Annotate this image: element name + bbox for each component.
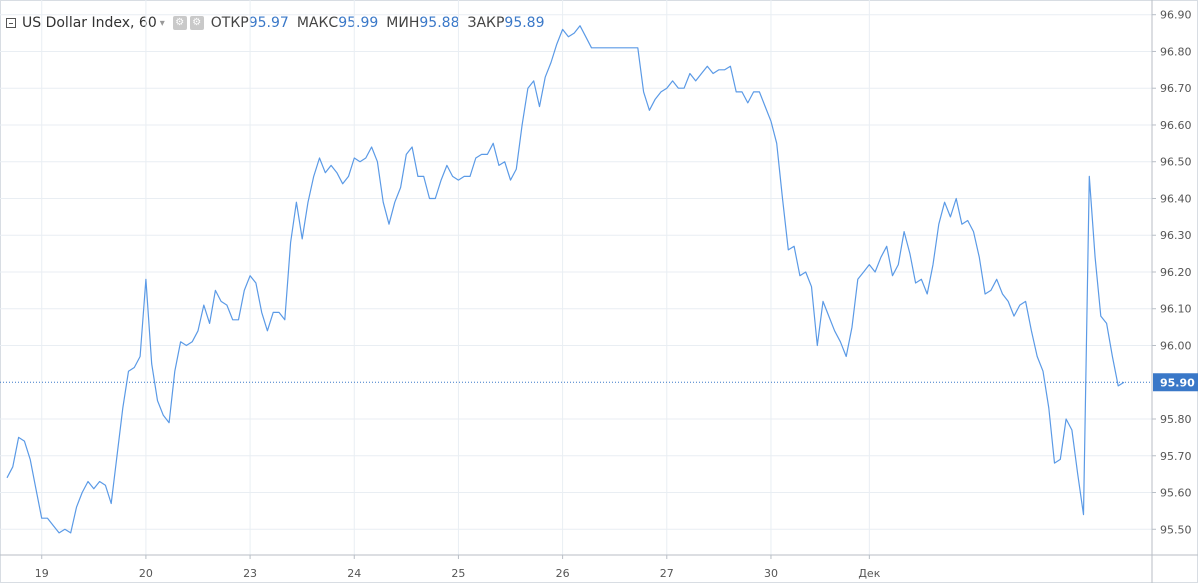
- y-tick-label: 96.60: [1160, 119, 1192, 132]
- low-value: 95.88: [419, 15, 460, 31]
- chart-legend: US Dollar Index, 60 ▾ ⚙ ⚙ ОТКР 95.97 МАК…: [6, 12, 549, 34]
- x-tick-label: 26: [556, 567, 570, 580]
- y-tick-label: 95.70: [1160, 450, 1192, 463]
- open-label: ОТКР: [210, 15, 249, 31]
- x-tick-label: Дек: [858, 567, 880, 580]
- y-tick-label: 96.30: [1160, 229, 1192, 242]
- x-tick-label: 19: [35, 567, 49, 580]
- y-tick-label: 96.90: [1160, 9, 1192, 22]
- open-value: 95.97: [248, 15, 289, 31]
- y-tick-label: 95.60: [1160, 487, 1192, 500]
- x-tick-label: 20: [139, 567, 153, 580]
- close-label: ЗАКР: [467, 15, 505, 31]
- x-tick-label: 30: [764, 567, 778, 580]
- x-tick-label: 25: [451, 567, 465, 580]
- y-tick-label: 96.50: [1160, 156, 1192, 169]
- y-tick-label: 96.20: [1160, 266, 1192, 279]
- y-tick-label: 96.80: [1160, 45, 1192, 58]
- high-value: 95.99: [338, 15, 379, 31]
- y-tick-label: 96.70: [1160, 82, 1192, 95]
- y-tick-label: 96.00: [1160, 339, 1192, 352]
- settings-icon-2[interactable]: ⚙: [189, 16, 204, 30]
- symbol-title[interactable]: US Dollar Index, 60: [22, 15, 157, 31]
- close-value: 95.89: [504, 15, 545, 31]
- last-price-tag: [1153, 373, 1198, 392]
- y-tick-label: 95.80: [1160, 413, 1192, 426]
- y-tick-label: 95.50: [1160, 523, 1192, 536]
- last-price-label: 95.90: [1160, 376, 1195, 389]
- settings-icon[interactable]: ⚙: [172, 16, 187, 30]
- collapse-icon[interactable]: [6, 18, 16, 28]
- y-tick-label: 96.10: [1160, 303, 1192, 316]
- x-tick-label: 27: [660, 567, 674, 580]
- high-label: МАКС: [296, 15, 339, 31]
- chevron-down-icon[interactable]: ▾: [159, 17, 165, 29]
- y-tick-label: 96.40: [1160, 192, 1192, 205]
- low-label: МИН: [386, 15, 420, 31]
- x-tick-label: 24: [347, 567, 361, 580]
- x-tick-label: 23: [243, 567, 257, 580]
- price-series-line: [6, 25, 1125, 534]
